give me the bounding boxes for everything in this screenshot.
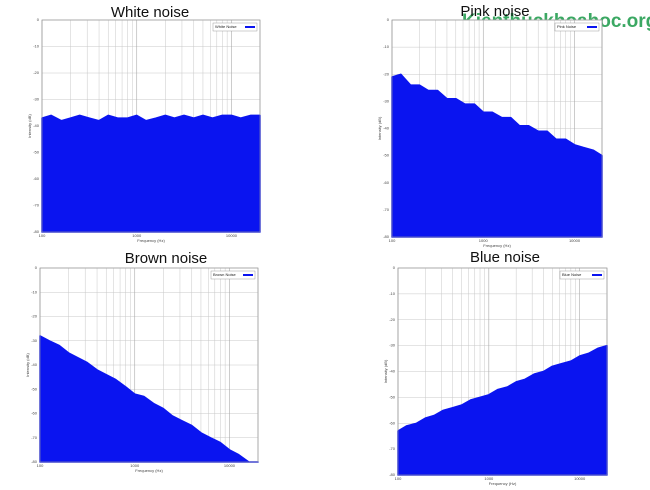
y-tick-label: -70: [389, 446, 396, 451]
y-tick-label: 0: [35, 265, 38, 270]
y-tick-label: -40: [389, 369, 396, 374]
y-tick-label: -20: [33, 70, 40, 75]
y-tick-label: -30: [383, 98, 390, 103]
y-tick-label: -80: [383, 234, 390, 239]
y-tick-label: 0: [393, 265, 396, 270]
y-tick-label: -80: [33, 229, 40, 234]
legend-label: Brown Noise: [213, 272, 236, 277]
spectrum-area: [41, 114, 261, 233]
y-tick-label: -70: [31, 435, 38, 440]
y-tick-label: 0: [37, 17, 40, 22]
x-axis-label: Frequency (Hz): [483, 243, 511, 248]
y-axis-label: Intensity (dB): [25, 353, 30, 377]
legend-label: White Noise: [215, 24, 237, 29]
y-tick-label: -40: [383, 126, 390, 131]
spectrum-area: [397, 344, 608, 476]
plot-frame: [41, 19, 261, 233]
y-tick-label: -20: [383, 71, 390, 76]
y-tick-label: -60: [383, 180, 390, 185]
x-tick-label: 100: [389, 238, 396, 243]
y-tick-label: -10: [31, 289, 38, 294]
y-tick-label: -10: [383, 44, 390, 49]
x-axis-label: Frequency (Hz): [135, 468, 163, 473]
y-tick-label: -30: [33, 97, 40, 102]
x-tick-label: 10000: [226, 233, 238, 238]
x-tick-label: 1000: [484, 476, 494, 481]
legend-box: [212, 22, 258, 32]
x-axis-label: Frequency (Hz): [489, 481, 517, 486]
y-tick-label: -50: [31, 386, 38, 391]
x-tick-label: 10000: [224, 463, 236, 468]
y-tick-label: -50: [389, 394, 396, 399]
y-tick-label: -30: [31, 338, 38, 343]
plot-frame: [397, 267, 608, 476]
legend-box: [554, 22, 600, 32]
x-tick-label: 100: [395, 476, 402, 481]
legend-label: Pink Noise: [557, 24, 577, 29]
chart-title: Brown noise: [125, 250, 208, 267]
y-tick-label: -40: [31, 362, 38, 367]
y-tick-label: -30: [389, 343, 396, 348]
plot-frame: [39, 267, 259, 463]
x-axis-label: Frequency (Hz): [137, 238, 165, 243]
chart-title: White noise: [111, 4, 189, 21]
y-tick-label: -50: [383, 153, 390, 158]
legend-label: Blue Noise: [562, 272, 582, 277]
y-tick-label: -60: [33, 176, 40, 181]
y-axis-label: Intensity (dB): [383, 359, 388, 383]
x-tick-label: 1000: [132, 233, 142, 238]
y-tick-label: -80: [31, 459, 38, 464]
chart-title: Blue noise: [470, 249, 540, 266]
spectrum-area: [39, 335, 259, 463]
legend-box: [210, 270, 256, 280]
y-tick-label: -60: [389, 420, 396, 425]
x-tick-label: 1000: [130, 463, 140, 468]
x-tick-label: 10000: [569, 238, 581, 243]
x-tick-label: 1000: [479, 238, 489, 243]
y-tick-label: -40: [33, 123, 40, 128]
y-tick-label: -50: [33, 150, 40, 155]
y-tick-label: -10: [389, 291, 396, 296]
y-axis-label: Intensity (dB): [377, 116, 382, 140]
y-tick-label: -70: [383, 207, 390, 212]
y-tick-label: -60: [31, 411, 38, 416]
y-tick-label: -10: [33, 44, 40, 49]
chart-title: Pink noise: [460, 3, 529, 20]
y-tick-label: 0: [387, 17, 390, 22]
spectrum-area: [391, 73, 603, 238]
y-tick-label: -20: [389, 317, 396, 322]
x-tick-label: 10000: [574, 476, 586, 481]
x-tick-label: 100: [39, 233, 46, 238]
x-tick-label: 100: [37, 463, 44, 468]
y-tick-label: -80: [389, 472, 396, 477]
y-tick-label: -20: [31, 314, 38, 319]
y-tick-label: -70: [33, 203, 40, 208]
plot-frame: [391, 19, 603, 238]
y-axis-label: Intensity (dB): [27, 114, 32, 138]
legend-box: [559, 270, 605, 280]
